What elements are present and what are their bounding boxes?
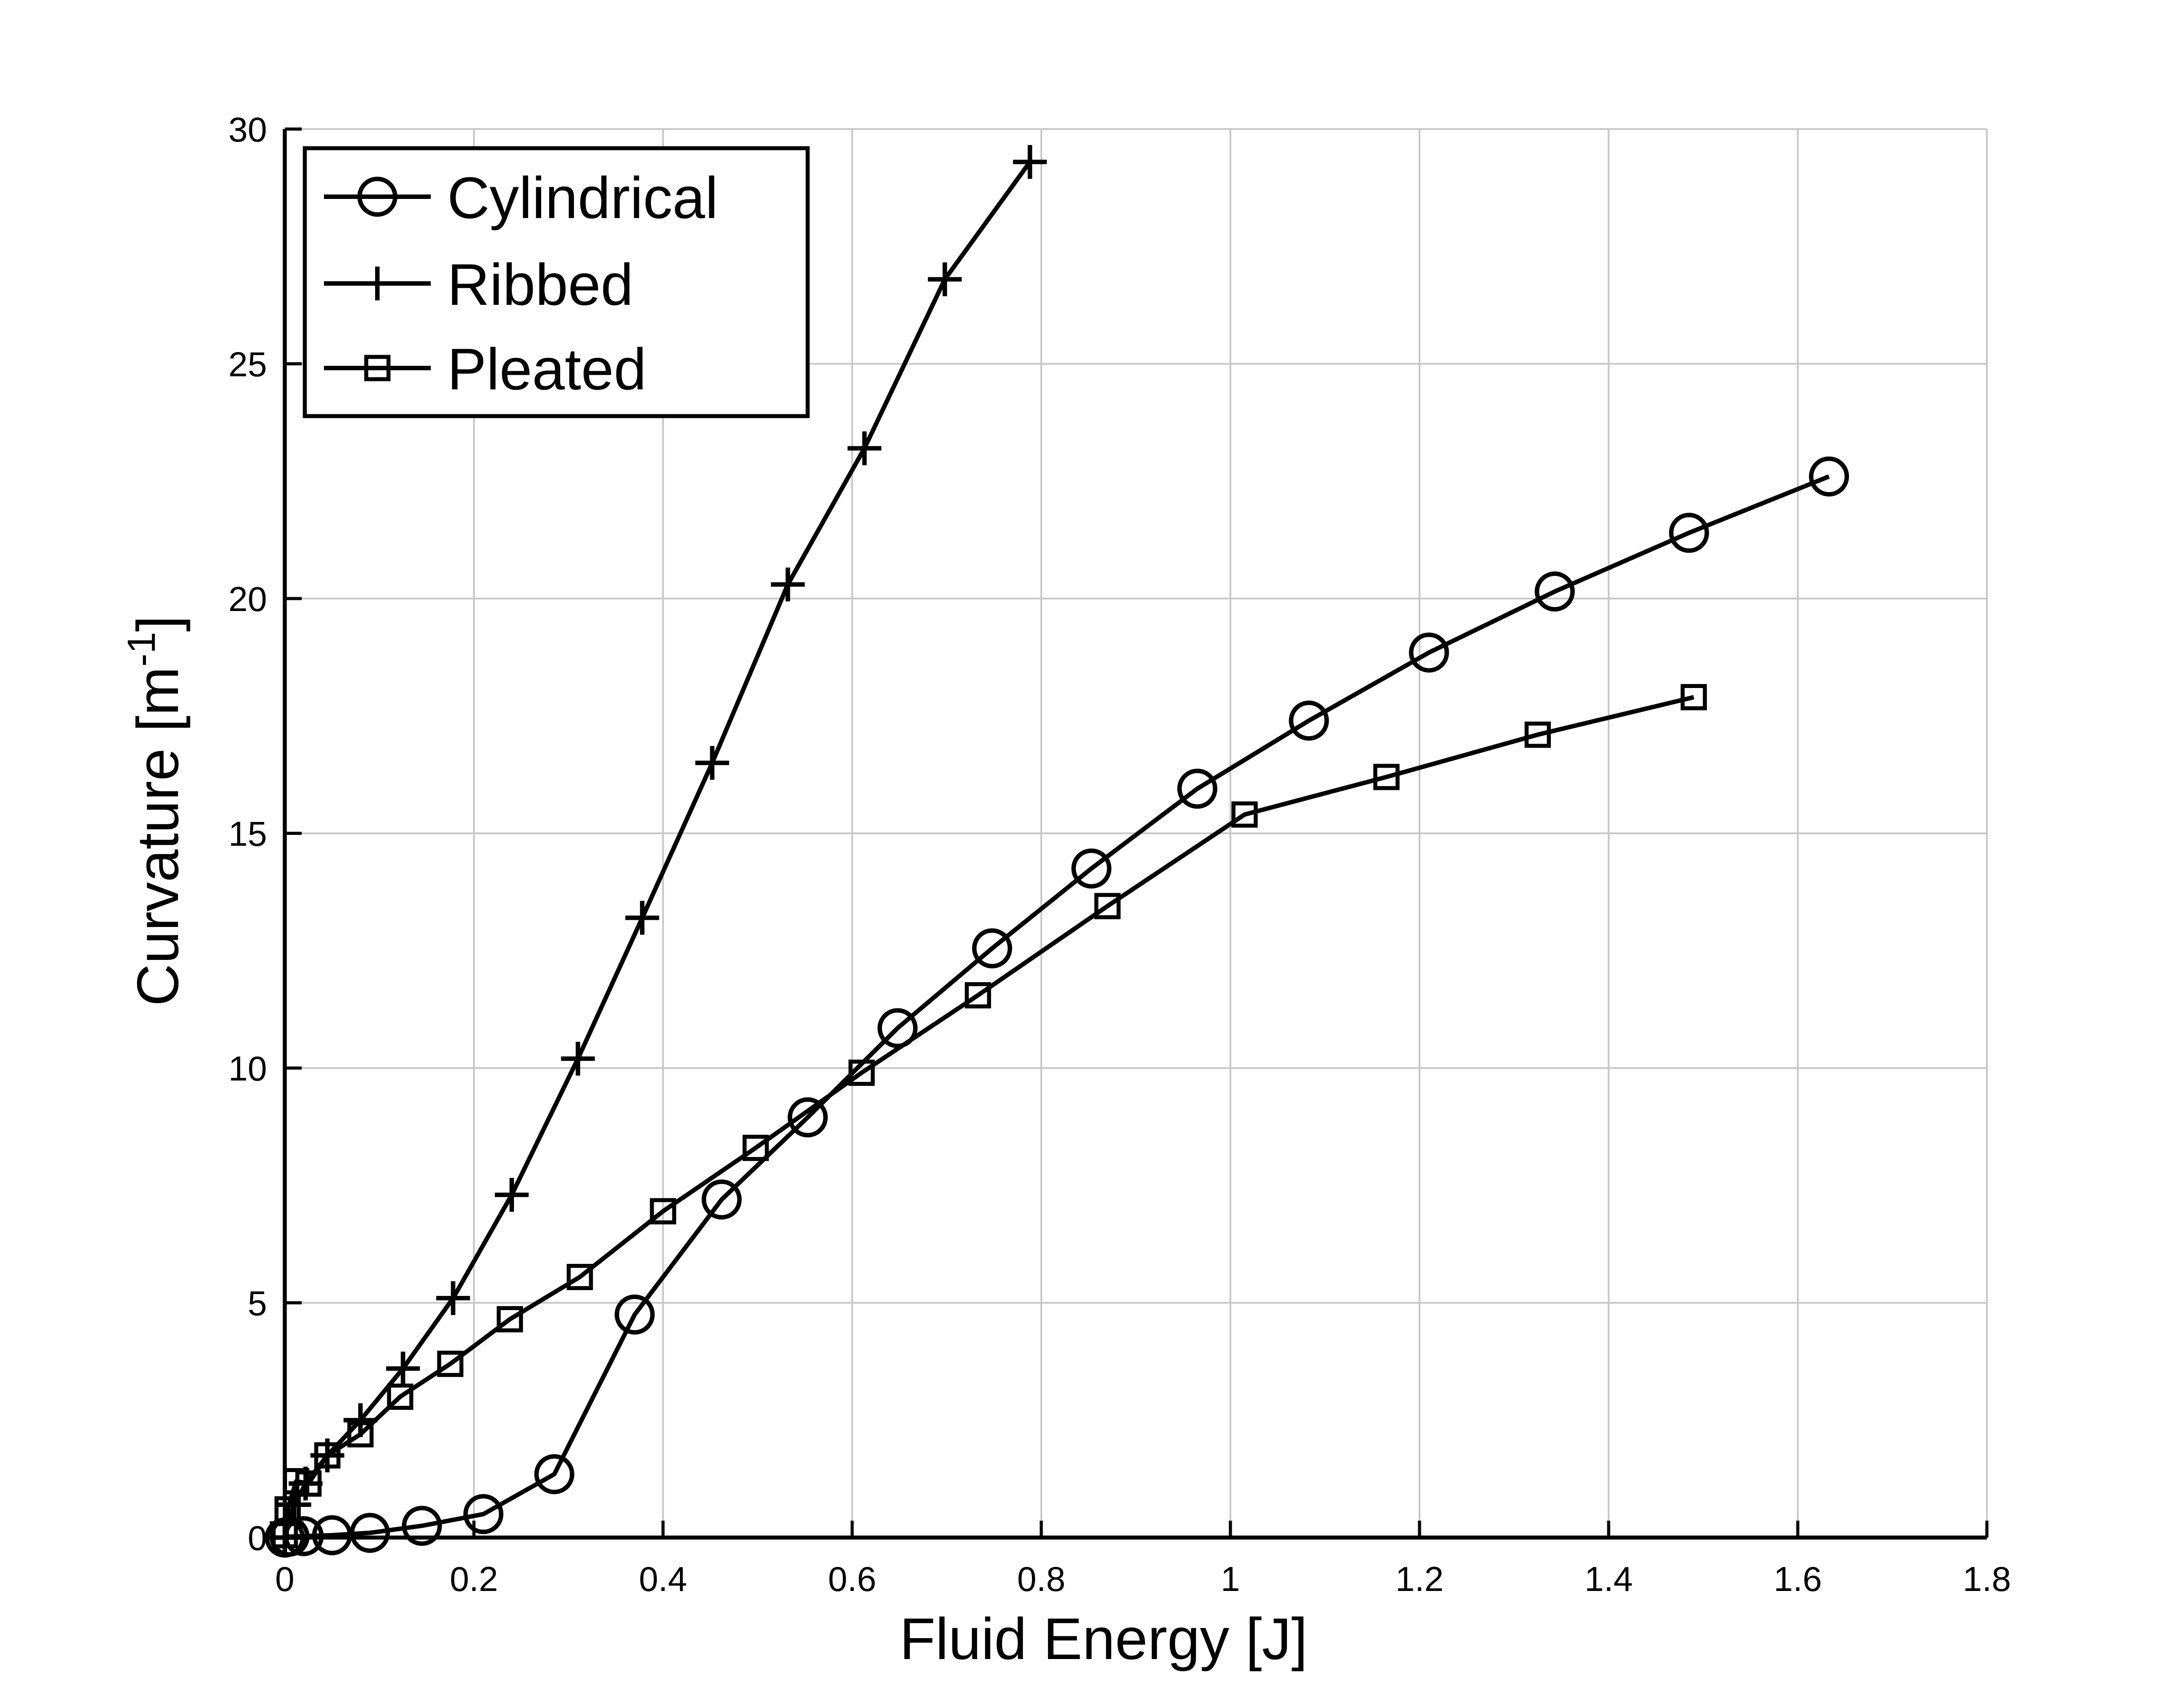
data-point-cylindrical — [701, 1179, 742, 1220]
data-point-cylindrical — [1071, 848, 1112, 889]
data-point-pleated — [437, 1351, 464, 1377]
data-point-pleated — [274, 1496, 301, 1523]
data-point-pleated — [271, 1522, 298, 1549]
data-point-ribbed — [436, 1281, 470, 1315]
data-point-cylindrical — [534, 1454, 574, 1494]
series-group — [265, 145, 1849, 1558]
data-point-cylindrical — [350, 1513, 390, 1553]
data-point-pleated — [497, 1306, 523, 1332]
data-point-cylindrical — [1289, 700, 1329, 741]
legend-label-ribbed: Ribbed — [447, 252, 633, 317]
data-point-pleated — [1231, 801, 1258, 828]
grid — [285, 128, 1988, 1538]
legend-marker-pleated — [364, 355, 391, 381]
y-tick-label: 15 — [228, 814, 267, 854]
y-tick-label: 25 — [228, 345, 267, 384]
data-point-pleated — [314, 1442, 341, 1469]
data-point-ribbed — [771, 567, 805, 602]
y-tick-label: 30 — [228, 110, 267, 149]
data-point-ribbed — [625, 901, 659, 935]
x-tick-label: 0.4 — [639, 1559, 687, 1599]
data-point-cylindrical — [463, 1494, 504, 1534]
x-tick-label: 1.4 — [1585, 1559, 1633, 1599]
y-axis-title-main: Curvature [m — [125, 667, 190, 1006]
x-tick-label: 0 — [275, 1559, 294, 1599]
y-tick-label: 0 — [248, 1518, 267, 1558]
legend-label-pleated: Pleated — [447, 336, 647, 402]
y-tick-label: 5 — [248, 1284, 267, 1323]
data-point-pleated — [1525, 721, 1551, 748]
y-axis-title-superscript: -1 — [119, 632, 163, 667]
data-point-cylindrical — [972, 928, 1012, 968]
data-point-cylindrical — [1534, 571, 1575, 612]
legend: Cylindrical Ribbed Pleated — [303, 146, 810, 418]
data-point-cylindrical — [402, 1506, 442, 1546]
y-axis-title: Curvature [m-1] — [119, 615, 190, 1006]
data-point-cylindrical — [312, 1515, 352, 1555]
x-tick-label: 0.8 — [1017, 1559, 1065, 1599]
data-point-ribbed — [695, 746, 729, 780]
data-point-cylindrical — [1177, 769, 1217, 809]
legend-marker-cylindrical — [357, 177, 397, 217]
x-axis-title: Fluid Energy [J] — [899, 1606, 1307, 1672]
data-point-ribbed — [1013, 145, 1047, 179]
legend-marker-ribbed — [360, 267, 394, 300]
data-point-pleated — [387, 1384, 413, 1410]
data-point-ribbed — [928, 262, 962, 296]
data-point-pleated — [1680, 684, 1707, 711]
data-point-ribbed — [847, 431, 882, 465]
series-pleated — [271, 684, 1707, 1549]
x-tick-label: 1 — [1221, 1559, 1240, 1599]
y-tick-label: 10 — [228, 1049, 267, 1088]
data-point-cylindrical — [615, 1294, 655, 1335]
data-point-cylindrical — [1809, 456, 1849, 497]
x-tick-label: 0.6 — [828, 1559, 876, 1599]
data-point-pleated — [347, 1421, 374, 1448]
data-point-cylindrical — [1409, 632, 1449, 673]
data-point-pleated — [650, 1198, 676, 1225]
legend-label-cylindrical: Cylindrical — [447, 165, 718, 231]
data-point-ribbed — [495, 1178, 529, 1212]
data-point-pleated — [1094, 893, 1121, 919]
data-point-pleated — [965, 982, 991, 1008]
data-point-pleated — [742, 1134, 769, 1161]
data-point-ribbed — [386, 1352, 420, 1386]
data-point-pleated — [295, 1470, 322, 1497]
y-axis-title-end: ] — [125, 615, 190, 632]
data-point-pleated — [566, 1263, 593, 1290]
legend-item-cylindrical: Cylindrical — [324, 165, 718, 231]
y-tick-label: 20 — [228, 579, 267, 619]
data-point-pleated — [1373, 764, 1400, 790]
x-tick-label: 1.8 — [1963, 1559, 2011, 1599]
data-point-pleated — [848, 1060, 875, 1086]
legend-item-pleated: Pleated — [324, 336, 647, 402]
ticks: 0 0.2 0.4 0.6 0.8 1 1.2 1.4 1.6 1.8 0 5 10 15 20 25 30 — [228, 110, 2011, 1599]
data-point-ribbed — [561, 1041, 595, 1076]
legend-item-ribbed: Ribbed — [324, 252, 633, 317]
data-point-cylindrical — [788, 1097, 828, 1137]
x-tick-label: 1.6 — [1774, 1559, 1822, 1599]
x-tick-label: 1.2 — [1395, 1559, 1444, 1599]
data-point-cylindrical — [1669, 513, 1709, 553]
x-tick-label: 0.2 — [450, 1559, 498, 1599]
data-point-cylindrical — [878, 1008, 918, 1048]
